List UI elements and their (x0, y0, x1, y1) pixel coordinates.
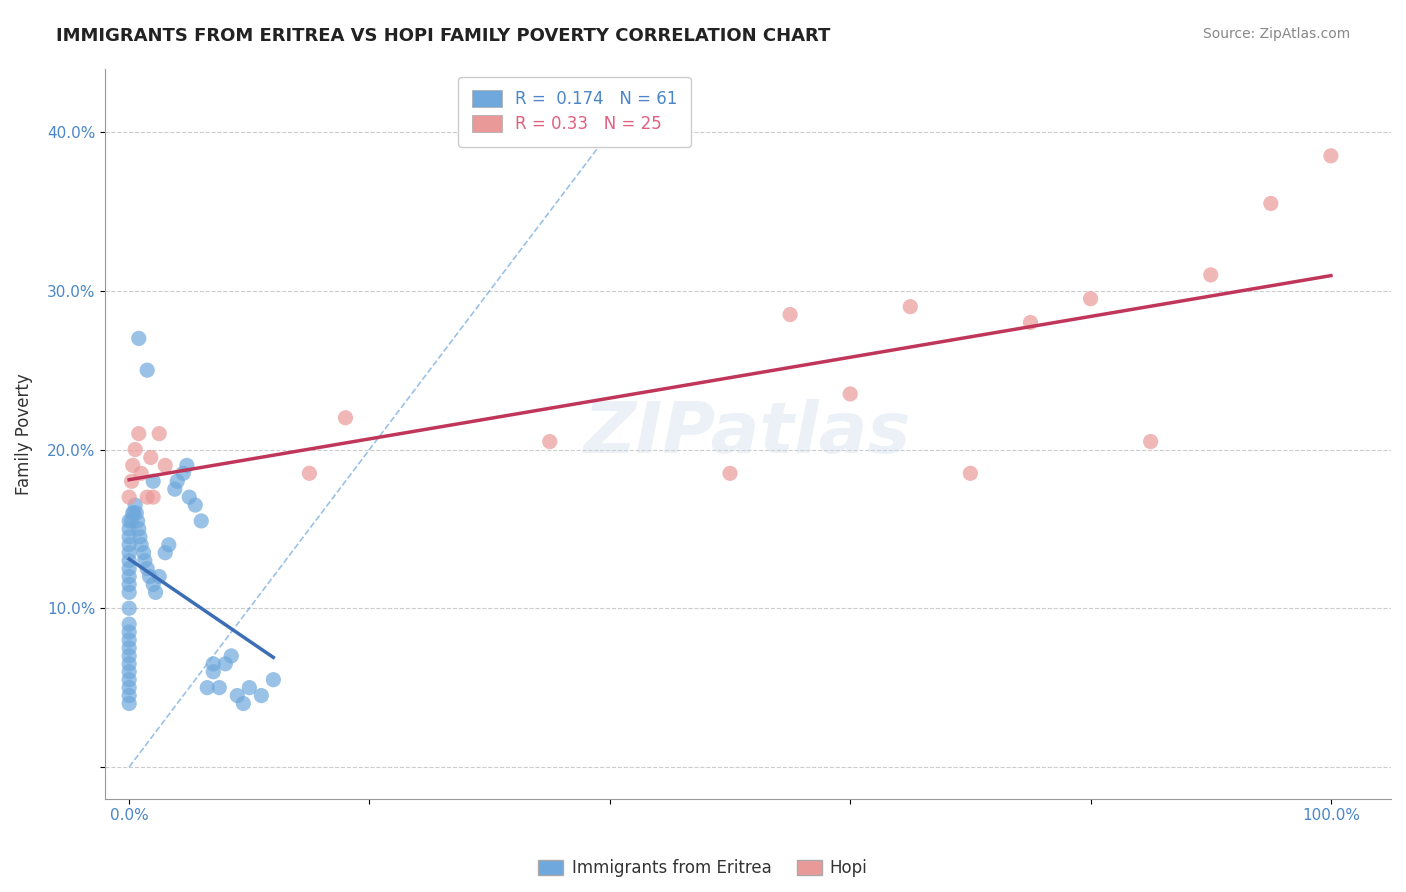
Hopi (839, 387, 862, 401)
Immigrants from Eritrea (121, 506, 143, 520)
Immigrants from Eritrea (238, 681, 260, 695)
Immigrants from Eritrea (179, 490, 201, 504)
Immigrants from Eritrea (118, 601, 141, 615)
Immigrants from Eritrea (118, 625, 141, 640)
Hopi (898, 300, 921, 314)
Immigrants from Eritrea (118, 633, 141, 648)
Immigrants from Eritrea (118, 569, 141, 583)
Hopi (121, 475, 143, 489)
Y-axis label: Family Poverty: Family Poverty (15, 373, 32, 494)
Immigrants from Eritrea (208, 681, 231, 695)
Immigrants from Eritrea (118, 697, 141, 711)
Immigrants from Eritrea (118, 546, 141, 560)
Immigrants from Eritrea (118, 681, 141, 695)
Immigrants from Eritrea (128, 522, 150, 536)
Immigrants from Eritrea (136, 363, 159, 377)
Immigrants from Eritrea (118, 657, 141, 671)
Hopi (124, 442, 146, 457)
Immigrants from Eritrea (176, 458, 198, 473)
Immigrants from Eritrea (184, 498, 207, 512)
Hopi (121, 458, 143, 473)
Immigrants from Eritrea (172, 467, 194, 481)
Hopi (142, 490, 165, 504)
Immigrants from Eritrea (124, 498, 146, 512)
Immigrants from Eritrea (232, 697, 254, 711)
Hopi (298, 467, 321, 481)
Hopi (1019, 316, 1042, 330)
Immigrants from Eritrea (118, 577, 141, 591)
Hopi (779, 308, 801, 322)
Immigrants from Eritrea (118, 585, 141, 599)
Hopi (136, 490, 159, 504)
Immigrants from Eritrea (122, 506, 145, 520)
Immigrants from Eritrea (214, 657, 236, 671)
Legend: R =  0.174   N = 61, R = 0.33   N = 25: R = 0.174 N = 61, R = 0.33 N = 25 (458, 77, 690, 146)
Immigrants from Eritrea (118, 689, 141, 703)
Hopi (959, 467, 981, 481)
Immigrants from Eritrea (129, 530, 152, 544)
Hopi (1080, 292, 1102, 306)
Immigrants from Eritrea (128, 331, 150, 345)
Text: IMMIGRANTS FROM ERITREA VS HOPI FAMILY POVERTY CORRELATION CHART: IMMIGRANTS FROM ERITREA VS HOPI FAMILY P… (56, 27, 831, 45)
Immigrants from Eritrea (148, 569, 170, 583)
Immigrants from Eritrea (190, 514, 212, 528)
Hopi (1320, 149, 1343, 163)
Immigrants from Eritrea (118, 673, 141, 687)
Hopi (128, 426, 150, 441)
Immigrants from Eritrea (127, 514, 149, 528)
Immigrants from Eritrea (118, 514, 141, 528)
Immigrants from Eritrea (157, 538, 180, 552)
Immigrants from Eritrea (118, 538, 141, 552)
Immigrants from Eritrea (136, 561, 159, 575)
Immigrants from Eritrea (118, 640, 141, 655)
Immigrants from Eritrea (118, 554, 141, 568)
Hopi (538, 434, 561, 449)
Text: ZIPatlas: ZIPatlas (585, 399, 911, 468)
Immigrants from Eritrea (118, 665, 141, 679)
Immigrants from Eritrea (118, 530, 141, 544)
Hopi (718, 467, 741, 481)
Hopi (118, 490, 141, 504)
Hopi (129, 467, 152, 481)
Immigrants from Eritrea (262, 673, 284, 687)
Text: Source: ZipAtlas.com: Source: ZipAtlas.com (1202, 27, 1350, 41)
Immigrants from Eritrea (132, 546, 155, 560)
Immigrants from Eritrea (118, 522, 141, 536)
Hopi (139, 450, 162, 465)
Immigrants from Eritrea (145, 585, 167, 599)
Immigrants from Eritrea (142, 475, 165, 489)
Legend: Immigrants from Eritrea, Hopi: Immigrants from Eritrea, Hopi (531, 853, 875, 884)
Immigrants from Eritrea (118, 617, 141, 632)
Immigrants from Eritrea (195, 681, 218, 695)
Immigrants from Eritrea (226, 689, 249, 703)
Immigrants from Eritrea (118, 648, 141, 663)
Hopi (1260, 196, 1282, 211)
Immigrants from Eritrea (134, 554, 156, 568)
Immigrants from Eritrea (118, 561, 141, 575)
Immigrants from Eritrea (221, 648, 243, 663)
Immigrants from Eritrea (166, 475, 188, 489)
Immigrants from Eritrea (138, 569, 160, 583)
Immigrants from Eritrea (153, 546, 176, 560)
Hopi (148, 426, 170, 441)
Immigrants from Eritrea (163, 482, 186, 496)
Immigrants from Eritrea (129, 538, 152, 552)
Hopi (335, 410, 357, 425)
Immigrants from Eritrea (121, 514, 143, 528)
Hopi (1139, 434, 1161, 449)
Immigrants from Eritrea (202, 657, 225, 671)
Immigrants from Eritrea (250, 689, 273, 703)
Immigrants from Eritrea (202, 665, 225, 679)
Immigrants from Eritrea (142, 577, 165, 591)
Hopi (153, 458, 176, 473)
Hopi (1199, 268, 1222, 282)
Immigrants from Eritrea (125, 506, 148, 520)
